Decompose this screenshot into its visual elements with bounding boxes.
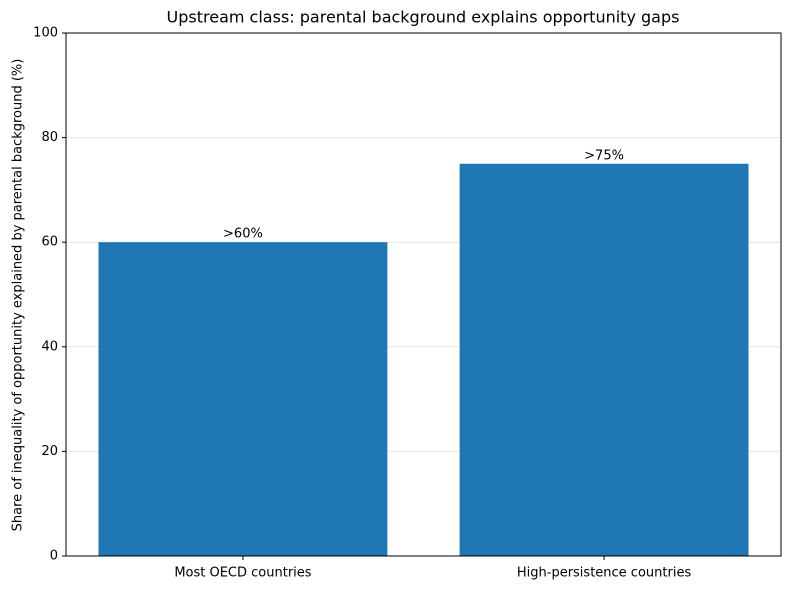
value-label: >60% xyxy=(223,227,263,242)
plot-frame xyxy=(65,32,782,557)
x-tick-label: Most OECD countries xyxy=(174,566,311,581)
y-tick-label: 40 xyxy=(41,339,58,354)
y-axis-label: Share of inequality of opportunity expla… xyxy=(11,59,26,532)
bar xyxy=(459,163,749,556)
y-tick-label: 0 xyxy=(50,549,58,564)
y-tick-label: 80 xyxy=(41,130,58,145)
y-tick-label: 60 xyxy=(41,235,58,250)
value-label: >75% xyxy=(584,148,624,163)
chart-title: Upstream class: parental background expl… xyxy=(167,8,680,27)
x-tick-label: High-persistence countries xyxy=(517,566,692,581)
y-tick-label: 20 xyxy=(41,444,58,459)
y-tick-label: 100 xyxy=(33,26,58,41)
bar xyxy=(98,242,388,556)
